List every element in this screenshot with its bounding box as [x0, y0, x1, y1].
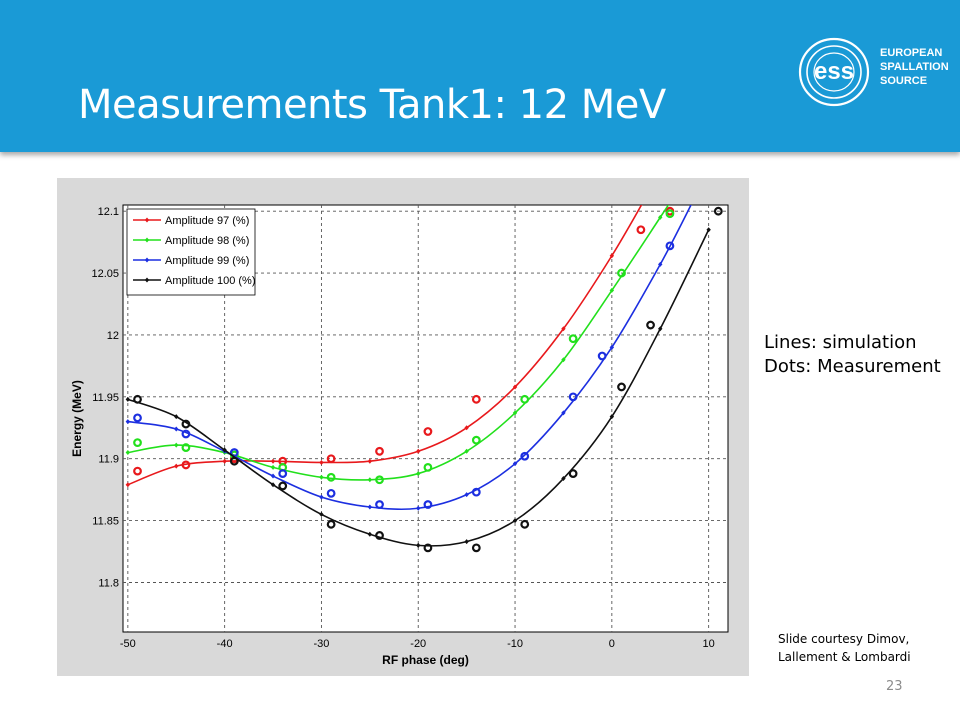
simulation-marker-2 [673, 193, 677, 198]
simulation-marker-3 [692, 196, 696, 201]
y-tick-label: 11.85 [92, 516, 119, 528]
y-tick-label: 12.05 [91, 268, 119, 280]
chart-frame: -50 -40 -30 -20 -10 0 10 11.8 11.85 11.9 11.95 12 12… [57, 178, 749, 676]
y-axis-label: Energy (MeV) [70, 380, 84, 457]
legend-label-1: Amplitude 97 (%) [165, 215, 249, 227]
x-tick-label: -10 [507, 638, 523, 650]
energy-vs-phase-chart: -50 -40 -30 -20 -10 0 10 11.8 11.85 11.9 11.95 12 12… [57, 178, 749, 676]
page-number: 23 [886, 679, 903, 694]
courtesy-line-1: Slide courtesy Dimov, [778, 630, 911, 648]
x-tick-label: -20 [410, 638, 426, 650]
note-simulation: Lines: simulation [764, 331, 941, 355]
logo-line-2: SPALLATION [880, 60, 949, 74]
x-axis-label: RF phase (deg) [382, 653, 469, 667]
legend-label-3: Amplitude 99 (%) [165, 255, 249, 267]
annotation-note: Lines: simulation Dots: Measurement [764, 331, 941, 379]
x-tick-label: -30 [313, 638, 329, 650]
x-tick-label: 0 [609, 638, 615, 650]
slide-title: Measurements Tank1: 12 MeV [78, 82, 666, 128]
slide-header: Measurements Tank1: 12 MeV ess EUROPEAN … [0, 0, 960, 152]
y-tick-label: 11.8 [98, 577, 119, 589]
legend-label-2: Amplitude 98 (%) [165, 235, 249, 247]
x-tick-label: -40 [217, 638, 233, 650]
slide-courtesy: Slide courtesy Dimov, Lallement & Lombar… [778, 630, 911, 666]
y-tick-label: 11.95 [92, 392, 119, 404]
logo-line-1: EUROPEAN [880, 46, 949, 60]
logo-wordmark: EUROPEAN SPALLATION SOURCE [880, 46, 949, 88]
logo-line-3: SOURCE [880, 74, 949, 88]
courtesy-line-2: Lallement & Lombardi [778, 648, 911, 666]
legend-label-4: Amplitude 100 (%) [165, 275, 256, 287]
y-tick-label: 12 [107, 330, 119, 342]
x-tick-label: -50 [120, 638, 136, 650]
svg-text:ess: ess [814, 58, 854, 85]
x-tick-label: 10 [703, 638, 715, 650]
y-tick-label: 12.1 [98, 206, 119, 218]
y-tick-label: 11.9 [98, 454, 119, 466]
chart-legend: Amplitude 97 (%) Amplitude 98 (%) Amplitud… [127, 209, 256, 295]
simulation-marker-1 [648, 186, 652, 191]
note-measurement: Dots: Measurement [764, 355, 941, 379]
